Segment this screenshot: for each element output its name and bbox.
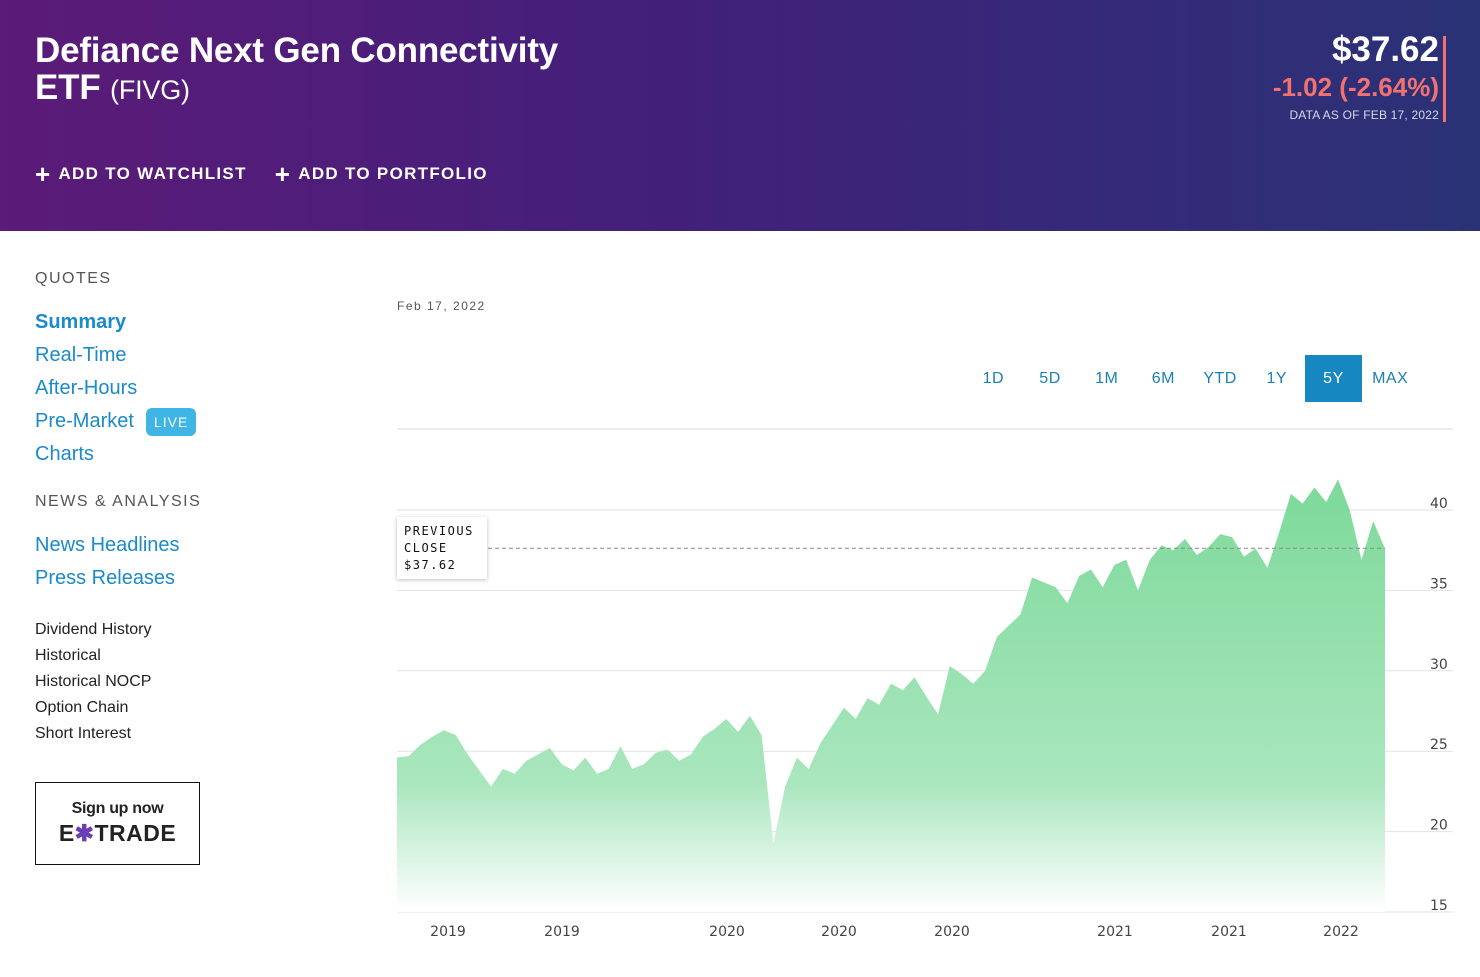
x-tick-label: 2021 — [1211, 924, 1247, 940]
previous-close-tooltip: PREVIOUS CLOSE $37.62 — [397, 517, 487, 579]
logo-e: E — [58, 820, 75, 846]
nav-pre-market-label: Pre-Market — [35, 410, 134, 432]
link-historical-nocp[interactable]: Historical NOCP — [35, 673, 152, 690]
ticker-symbol: (FIVG) — [110, 75, 190, 105]
plus-icon: + — [35, 159, 52, 189]
x-tick-label: 2021 — [1097, 924, 1133, 940]
range-max[interactable]: MAX — [1372, 370, 1409, 387]
x-tick-label: 2020 — [821, 924, 857, 940]
y-tick-label: 20 — [1430, 818, 1448, 834]
data-as-of: DATA AS OF FEB 17, 2022 — [1289, 108, 1439, 122]
link-option-chain[interactable]: Option Chain — [35, 699, 129, 716]
x-axis-ticks: 2019 2019 2020 2020 2020 2021 2021 2022 — [430, 924, 1359, 940]
y-tick-label: 40 — [1430, 496, 1448, 512]
range-6m[interactable]: 6M — [1151, 370, 1176, 387]
y-axis-ticks: 15 20 25 30 35 40 — [1430, 496, 1448, 914]
nav-news-headlines[interactable]: News Headlines — [35, 534, 180, 556]
range-1y[interactable]: 1Y — [1266, 370, 1288, 387]
price-change: -1.02 (-2.64%) — [1272, 72, 1439, 102]
quotes-nav: Summary Real-Time After-Hours Pre-Market… — [35, 306, 335, 471]
etrade-ad[interactable]: Sign up now E✱TRADE — [35, 782, 200, 865]
y-tick-label: 30 — [1430, 657, 1448, 673]
nav-after-hours[interactable]: After-Hours — [35, 377, 138, 399]
change-indicator-bar — [1443, 36, 1446, 122]
range-1m[interactable]: 1M — [1095, 370, 1119, 387]
x-tick-label: 2022 — [1323, 924, 1359, 940]
nav-charts[interactable]: Charts — [35, 443, 94, 465]
fund-name-line2: ETF — [35, 68, 101, 107]
last-price: $37.62 — [1331, 30, 1439, 69]
range-ytd[interactable]: YTD — [1203, 370, 1237, 387]
link-historical[interactable]: Historical — [35, 647, 101, 664]
nav-press-releases[interactable]: Press Releases — [35, 567, 176, 589]
header-actions: + ADD TO WATCHLIST + ADD TO PORTFOLIO — [35, 159, 488, 189]
chart-date: Feb 17, 2022 — [397, 299, 486, 313]
tooltip-line3: $37.62 — [404, 558, 457, 572]
add-to-watchlist-label: ADD TO WATCHLIST — [58, 164, 247, 183]
range-5d[interactable]: 5D — [1039, 370, 1061, 387]
more-links: Dividend History Historical Historical N… — [35, 617, 335, 747]
news-heading: NEWS & ANALYSIS — [35, 493, 202, 510]
add-to-portfolio-label: ADD TO PORTFOLIO — [298, 164, 488, 183]
add-to-watchlist-button[interactable]: + ADD TO WATCHLIST — [35, 159, 247, 189]
live-badge: LIVE — [145, 407, 197, 436]
y-tick-label: 25 — [1430, 737, 1448, 753]
nav-pre-market[interactable]: Pre-Market LIVE — [35, 405, 335, 438]
price-area-series — [397, 479, 1385, 912]
logo-star-icon: ✱ — [74, 820, 95, 846]
range-selector: 1D 5D 1M 6M YTD 1Y 5Y MAX — [965, 355, 1419, 402]
quote-header: Defiance Next Gen Connectivity ETF (FIVG… — [0, 0, 1480, 231]
fund-name-line1: Defiance Next Gen Connectivity — [35, 31, 559, 70]
etrade-logo: E✱TRADE — [36, 820, 199, 847]
y-tick-label: 15 — [1430, 898, 1448, 914]
tooltip-line2: CLOSE — [404, 541, 448, 555]
nav-summary[interactable]: Summary — [35, 311, 127, 333]
ad-signup-text: Sign up now — [71, 800, 164, 817]
add-to-portfolio-button[interactable]: + ADD TO PORTFOLIO — [274, 159, 488, 189]
link-dividend-history[interactable]: Dividend History — [35, 621, 152, 638]
quotes-heading: QUOTES — [35, 270, 112, 287]
x-tick-label: 2020 — [709, 924, 745, 940]
x-tick-label: 2019 — [430, 924, 466, 940]
logo-trade: TRADE — [94, 820, 177, 846]
tooltip-line1: PREVIOUS — [404, 524, 474, 538]
x-tick-label: 2020 — [934, 924, 970, 940]
plus-icon: + — [274, 159, 292, 189]
x-tick-label: 2019 — [544, 924, 580, 940]
link-short-interest[interactable]: Short Interest — [35, 725, 132, 742]
sidebar: QUOTES Summary Real-Time After-Hours Pre… — [35, 270, 335, 747]
news-nav: News Headlines Press Releases — [35, 529, 335, 595]
y-tick-label: 35 — [1430, 576, 1448, 592]
nav-real-time[interactable]: Real-Time — [35, 344, 127, 366]
range-1d[interactable]: 1D — [982, 370, 1005, 387]
range-5y[interactable]: 5Y — [1305, 355, 1362, 402]
price-block: $37.62 -1.02 (-2.64%) DATA AS OF FEB 17,… — [1273, 30, 1439, 122]
fund-title: Defiance Next Gen Connectivity ETF (FIVG… — [35, 32, 655, 109]
